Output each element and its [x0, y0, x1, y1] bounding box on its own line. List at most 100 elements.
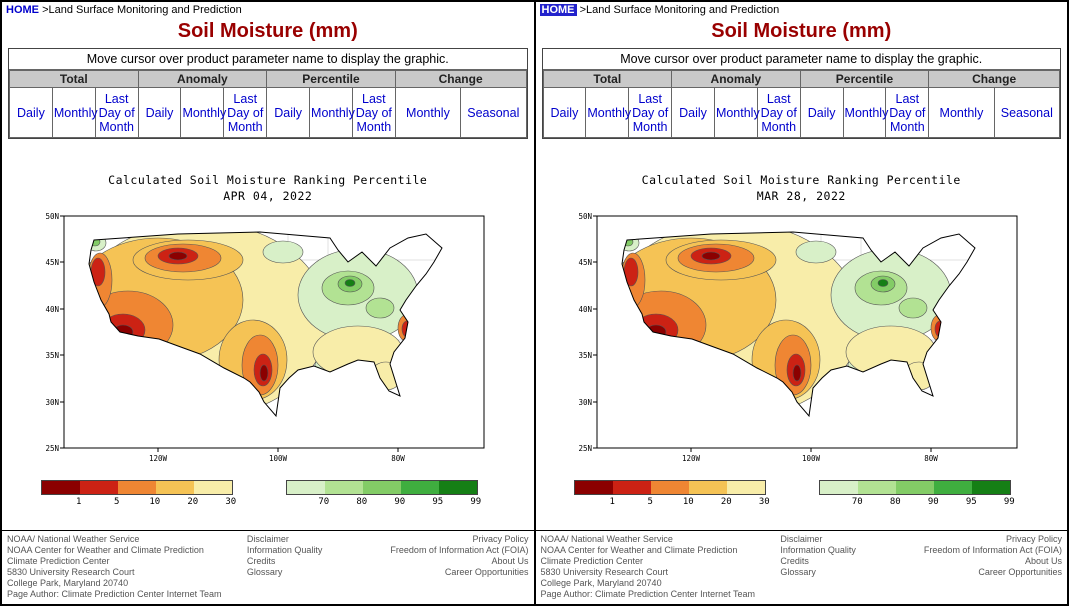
svg-text:35N: 35N	[579, 351, 593, 360]
soil-moisture-map-section: Calculated Soil Moisture Ranking Percent…	[536, 173, 1068, 507]
group-percentile: Percentile	[799, 70, 930, 88]
svg-text:50N: 50N	[45, 212, 59, 221]
legend-swatch	[324, 481, 363, 495]
legend-swatch	[972, 481, 1011, 495]
foia-link[interactable]: Freedom of Information Act (FOIA)	[923, 545, 1062, 556]
lat-axis: 50N 45N 40N 35N 30N 25N	[45, 212, 64, 453]
page-title: Soil Moisture (mm)	[711, 20, 892, 42]
lat-axis: 50N 45N 40N 35N 30N 25N	[579, 212, 598, 453]
link-total-daily[interactable]: Daily	[542, 87, 587, 138]
link-change-monthly[interactable]: Monthly	[928, 87, 995, 138]
soil-moisture-map-section: Calculated Soil Moisture Ranking Percent…	[2, 173, 534, 507]
breadcrumb-path: >Land Surface Monitoring and Prediction	[579, 4, 780, 16]
svg-text:120W: 120W	[682, 454, 701, 463]
lon-axis: 120W 100W 80W	[149, 448, 405, 463]
glossary-link[interactable]: Glossary	[780, 567, 816, 578]
legend-swatch	[155, 481, 194, 495]
legend-swatch	[858, 481, 897, 495]
privacy-policy-link[interactable]: Privacy Policy	[1005, 534, 1062, 545]
legend-swatch	[651, 481, 690, 495]
legend-swatch	[117, 481, 156, 495]
svg-text:100W: 100W	[269, 454, 288, 463]
svg-text:40N: 40N	[579, 305, 593, 314]
us-percentile-map: 50N 45N 40N 35N 30N 25N 120W 100W 80W	[45, 212, 485, 463]
parameter-table: Total Anomaly Percentile Change Daily Mo…	[542, 70, 1061, 138]
link-anomaly-daily[interactable]: Daily	[671, 87, 715, 138]
link-change-seasonal[interactable]: Seasonal	[460, 87, 527, 138]
about-us-link[interactable]: About Us	[1024, 556, 1062, 567]
parameter-box: Move cursor over product parameter name …	[8, 48, 528, 139]
svg-text:100W: 100W	[802, 454, 821, 463]
career-opportunities-link[interactable]: Career Opportunities	[978, 567, 1062, 578]
glossary-link[interactable]: Glossary	[246, 567, 283, 578]
group-percentile: Percentile	[266, 70, 396, 88]
svg-text:25N: 25N	[45, 444, 59, 453]
instruction-text: Move cursor over product parameter name …	[9, 49, 527, 70]
link-percentile-monthly[interactable]: Monthly	[309, 87, 355, 138]
footer-address: NOAA/ National Weather Service NOAA Cent…	[540, 534, 755, 600]
legend-swatch	[438, 481, 477, 495]
foia-link[interactable]: Freedom of Information Act (FOIA)	[390, 545, 529, 556]
legend-swatch	[575, 481, 614, 495]
home-link[interactable]: HOME	[6, 4, 39, 16]
link-total-monthly[interactable]: Monthly	[51, 87, 98, 138]
privacy-policy-link[interactable]: Privacy Policy	[472, 534, 529, 545]
map-title: Calculated Soil Moisture Ranking Percent…	[108, 173, 428, 187]
link-percentile-daily[interactable]: Daily	[266, 87, 311, 138]
link-total-lastday[interactable]: Last Day of Month	[94, 87, 139, 138]
link-percentile-daily[interactable]: Daily	[799, 87, 844, 138]
link-anomaly-monthly[interactable]: Monthly	[180, 87, 226, 138]
instruction-text: Move cursor over product parameter name …	[542, 49, 1060, 70]
svg-text:45N: 45N	[579, 258, 593, 267]
link-anomaly-lastday[interactable]: Last Day of Month	[223, 87, 268, 138]
panel-right: HOME >Land Surface Monitoring and Predic…	[534, 2, 1068, 604]
group-anomaly: Anomaly	[137, 70, 268, 88]
legend-swatch	[689, 481, 728, 495]
link-anomaly-monthly[interactable]: Monthly	[713, 87, 760, 138]
svg-text:40N: 40N	[45, 305, 59, 314]
link-total-daily[interactable]: Daily	[9, 87, 53, 138]
information-quality-link[interactable]: Information Quality	[780, 545, 856, 556]
legend-swatch	[400, 481, 439, 495]
link-change-seasonal[interactable]: Seasonal	[993, 87, 1061, 138]
svg-text:45N: 45N	[45, 258, 59, 267]
footer: NOAA/ National Weather Service NOAA Cent…	[2, 530, 534, 604]
link-percentile-lastday[interactable]: Last Day of Month	[885, 87, 930, 138]
map-date: APR 04, 2022	[223, 188, 313, 203]
disclaimer-link[interactable]: Disclaimer	[780, 534, 823, 545]
color-legend: 1 5 10 20 30	[2, 480, 534, 507]
legend-swatch	[613, 481, 652, 495]
credits-link[interactable]: Credits	[780, 556, 809, 567]
group-change: Change	[928, 70, 1060, 88]
link-total-monthly[interactable]: Monthly	[585, 87, 631, 138]
page-title: Soil Moisture (mm)	[177, 20, 358, 42]
legend-swatch	[286, 481, 325, 495]
legend-wet: 70 80 90 95 99	[819, 480, 1028, 507]
group-change: Change	[394, 70, 527, 88]
information-quality-link[interactable]: Information Quality	[246, 545, 323, 556]
breadcrumb: HOME >Land Surface Monitoring and Predic…	[536, 2, 1068, 17]
svg-text:80W: 80W	[924, 454, 938, 463]
panel-left: HOME >Land Surface Monitoring and Predic…	[2, 2, 535, 604]
link-anomaly-daily[interactable]: Daily	[137, 87, 182, 138]
legend-swatch	[41, 481, 80, 495]
legend-dry: 1 5 10 20 30	[574, 480, 783, 507]
credits-link[interactable]: Credits	[246, 556, 276, 567]
footer-address: NOAA/ National Weather Service NOAA Cent…	[7, 534, 222, 600]
legend-swatch	[820, 481, 859, 495]
link-percentile-lastday[interactable]: Last Day of Month	[351, 87, 396, 138]
us-percentile-map: 50N 45N 40N 35N 30N 25N 120W 100W 80W	[579, 212, 1018, 463]
link-percentile-monthly[interactable]: Monthly	[842, 87, 888, 138]
home-link[interactable]: HOME	[539, 4, 577, 16]
link-anomaly-lastday[interactable]: Last Day of Month	[756, 87, 801, 138]
about-us-link[interactable]: About Us	[491, 556, 529, 567]
legend-swatch	[193, 481, 232, 495]
breadcrumb-path: >Land Surface Monitoring and Prediction	[42, 4, 242, 16]
disclaimer-link[interactable]: Disclaimer	[246, 534, 289, 545]
link-total-lastday[interactable]: Last Day of Month	[628, 87, 673, 138]
career-opportunities-link[interactable]: Career Opportunities	[444, 567, 529, 578]
link-change-monthly[interactable]: Monthly	[394, 87, 462, 138]
footer-links-middle: Disclaimer Information Quality Credits G…	[247, 534, 383, 600]
legend-swatch	[934, 481, 973, 495]
legend-swatch	[727, 481, 766, 495]
